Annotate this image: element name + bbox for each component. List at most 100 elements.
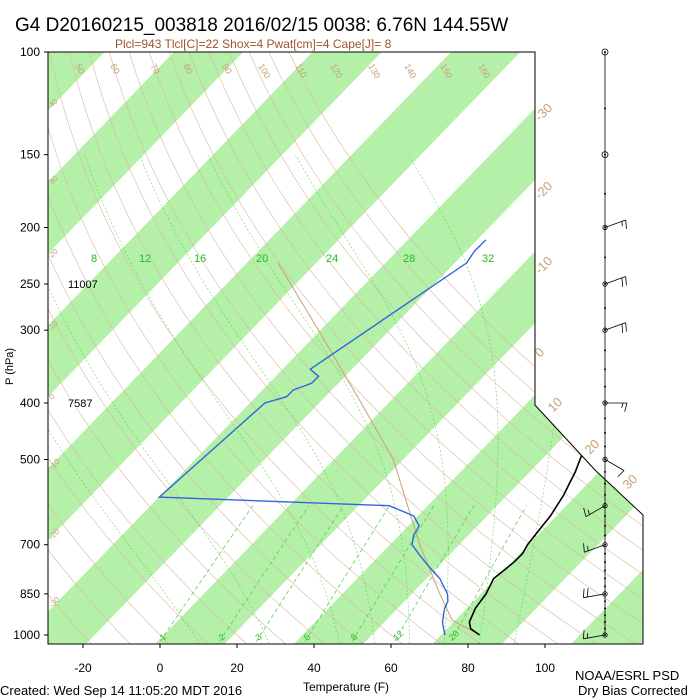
wind-barb-flag — [617, 470, 625, 478]
isotherm-stripe — [48, 52, 521, 541]
dry-adiabat — [148, 52, 643, 625]
wind-panel-background — [535, 52, 643, 515]
x-tick-label: 20 — [230, 661, 244, 675]
wind-level-dot — [604, 607, 606, 610]
dry-adiabat — [49, 52, 481, 644]
mixing-ratio-line — [254, 505, 344, 644]
wind-level-dot — [604, 577, 606, 580]
wind-barb-flag — [625, 276, 627, 286]
moist-adiabat — [207, 154, 410, 644]
wind-barb-flag — [625, 322, 627, 332]
dry-adiabat-label: 90 — [220, 62, 234, 76]
wind-level-dot — [604, 51, 606, 53]
dry-adiabat — [168, 52, 643, 600]
isotherm-stripe — [48, 52, 382, 397]
wind-barb-shaft — [604, 459, 625, 471]
height-label: 11007 — [68, 279, 98, 291]
upper-isotherm-label: 24 — [326, 253, 338, 265]
y-tick-label: 400 — [20, 396, 40, 410]
dry-adiabat-label: 50 — [73, 62, 87, 76]
wind-barb-flag — [587, 509, 590, 515]
y-tick-label: 1000 — [13, 628, 40, 642]
x-tick-label: 0 — [157, 661, 164, 675]
mixing-ratio-label: 2 — [217, 632, 228, 643]
dry-adiabat — [48, 193, 403, 644]
y-tick-label: 850 — [20, 587, 40, 601]
wind-level-dot — [604, 431, 606, 434]
chart-title: G4 D20160215_003818 2016/02/15 0038: 6.7… — [15, 15, 508, 36]
y-tick-label: 100 — [20, 45, 40, 59]
wind-level-dot — [604, 561, 606, 564]
upper-isotherm-label: 16 — [194, 253, 206, 265]
mixing-ratio-line — [217, 505, 310, 644]
created-timestamp: Created: Wed Sep 14 11:05:20 MDT 2016 — [0, 683, 242, 698]
wind-level-dot — [604, 349, 606, 352]
plot-frame — [47, 51, 644, 645]
wind-barb-shaft — [583, 593, 606, 599]
dry-adiabat — [48, 594, 92, 644]
y-tick-label: 150 — [20, 148, 40, 162]
wind-station-circle — [602, 456, 608, 463]
mixing-ratio-line — [303, 505, 390, 644]
x-tick-label: 80 — [461, 661, 475, 675]
wind-station-circle — [602, 281, 608, 287]
wind-level-dot — [604, 417, 606, 420]
credit-agency: NOAA/ESRL PSD — [575, 668, 679, 683]
upper-isotherm-label: 32 — [482, 253, 494, 265]
dry-adiabat — [48, 360, 287, 644]
y-axis-label: P (hPa) — [4, 348, 16, 385]
x-tick-label: 40 — [307, 661, 321, 675]
x-tick-label: 60 — [384, 661, 398, 675]
y-tick-label: 300 — [20, 323, 40, 337]
wind-station-circle — [602, 224, 608, 231]
wind-barb-shaft — [604, 276, 626, 285]
mixing-ratio-line — [449, 505, 527, 644]
wind-calm-circle — [601, 151, 609, 159]
wind-barb-shaft — [585, 505, 606, 518]
mixing-ratio-line — [350, 505, 435, 644]
wind-barb-flag — [582, 588, 585, 598]
wind-level-dot — [604, 256, 606, 259]
dry-adiabat — [188, 52, 643, 575]
upper-isotherm-label: 8 — [91, 253, 97, 265]
upper-isotherm-label: 12 — [139, 253, 151, 265]
wind-station-circle — [602, 327, 608, 333]
mixing-ratio-line — [158, 505, 254, 644]
wind-barb-shaft — [584, 544, 606, 553]
mixing-ratio-label: 1 — [157, 632, 168, 643]
wind-barb-shaft — [604, 219, 626, 228]
wind-level-dot — [604, 514, 606, 517]
wind-barb-flag — [625, 219, 627, 229]
dry-adiabat-label: 80 — [181, 62, 195, 76]
dry-adiabat — [208, 52, 643, 551]
mixing-ratio-label: 3 — [253, 632, 264, 643]
isotherm-stripe — [571, 569, 643, 644]
dry-adiabat-label: 60 — [108, 62, 122, 76]
wind-barbs — [582, 48, 628, 640]
dry-adiabat — [48, 253, 365, 644]
upper-isotherm-label: 28 — [403, 253, 415, 265]
wind-level-dot — [604, 368, 606, 371]
dry-adiabat — [89, 52, 559, 644]
wind-barb-flag — [582, 629, 585, 639]
y-tick-label: 200 — [20, 221, 40, 235]
dry-adiabat — [48, 457, 209, 644]
dry-adiabat — [128, 52, 637, 644]
dry-adiabat — [48, 549, 131, 644]
wind-level-dot — [604, 621, 606, 624]
wind-level-dot — [604, 385, 606, 388]
chart-subtitle: Plcl=943 Tlcl[C]=22 Shox=4 Pwat[cm]=4 Ca… — [115, 37, 392, 51]
wind-level-dot — [604, 153, 606, 156]
wind-level-dot — [604, 493, 606, 496]
dry-adiabat — [48, 409, 248, 644]
wind-level-dot — [604, 307, 606, 310]
wind-barb-flag — [621, 402, 624, 408]
dewpoint-profile-line — [157, 239, 487, 636]
wind-level-dot — [604, 107, 606, 110]
credit-note: Dry Bias Corrected — [578, 683, 688, 698]
wind-barb-flag — [583, 543, 585, 553]
wind-barb-flag — [586, 587, 589, 598]
y-tick-label: 500 — [20, 452, 40, 466]
dry-adiabat-label: 70 — [148, 62, 162, 76]
